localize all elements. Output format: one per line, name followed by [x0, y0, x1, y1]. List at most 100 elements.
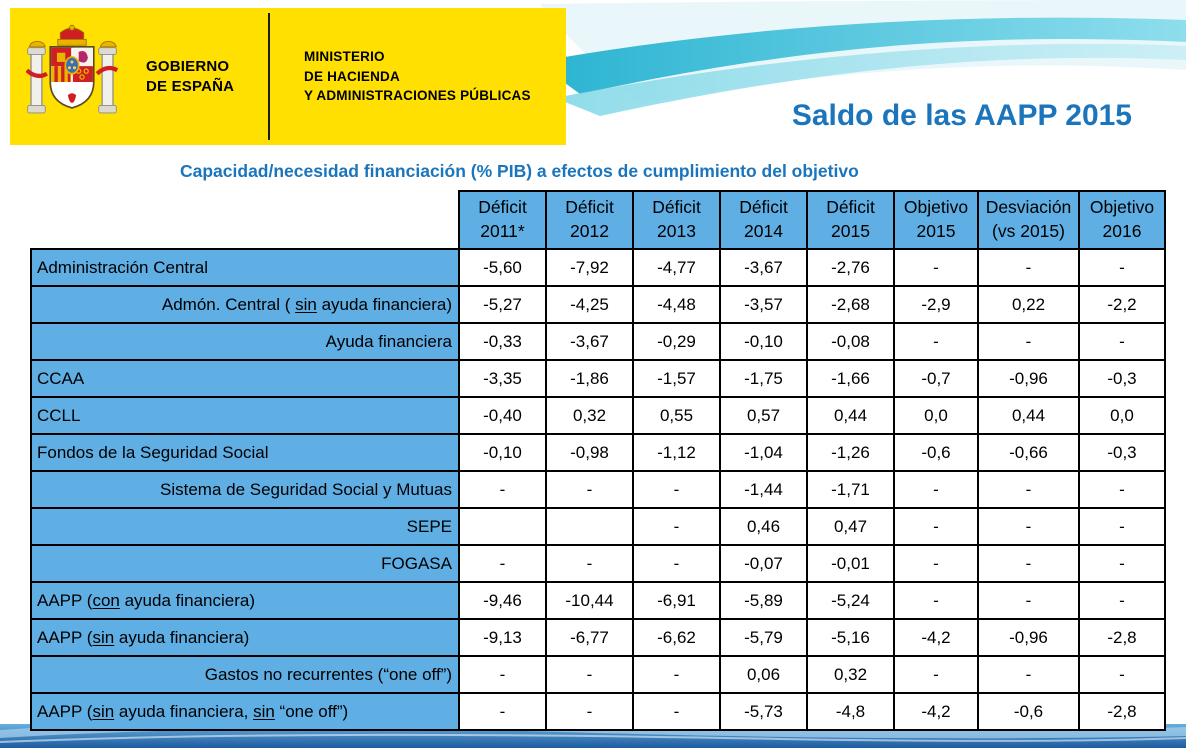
value-cell: 0,46	[719, 507, 808, 546]
value-cell: -	[632, 655, 721, 694]
value-cell: -2,2	[1078, 285, 1166, 324]
value-cell: -	[977, 507, 1080, 546]
value-cell: -6,91	[632, 581, 721, 620]
value-cell: -	[632, 692, 721, 731]
value-cell: 0,44	[977, 396, 1080, 435]
table-row: AAPP (sin ayuda financiera) -9,13 -6,77 -6,…	[30, 618, 1166, 657]
row-label: CCAA	[30, 359, 460, 398]
value-cell: -	[893, 248, 979, 287]
government-name: GOBIERNO DE ESPAÑA	[146, 57, 258, 96]
table-row: Administración Central -5,60 -7,92 -4,77 -3,…	[30, 248, 1166, 287]
table-subtitle: Capacidad/necesidad financiación (% PIB)…	[180, 161, 859, 181]
government-name-line1: GOBIERNO	[146, 58, 230, 75]
value-cell: -	[545, 470, 634, 509]
value-cell: -5,27	[458, 285, 547, 324]
value-cell: -	[977, 581, 1080, 620]
value-cell: -	[1078, 470, 1166, 509]
row-label: SEPE	[30, 507, 460, 546]
row-label: Fondos de la Seguridad Social	[30, 433, 460, 472]
value-cell: -	[632, 507, 721, 546]
value-cell: -	[632, 470, 721, 509]
value-cell: -5,16	[806, 618, 895, 657]
table-body: Administración Central -5,60 -7,92 -4,77 -3,…	[30, 248, 1166, 731]
value-cell: -4,25	[545, 285, 634, 324]
row-label: Ayuda financiera	[30, 322, 460, 361]
value-cell: -1,75	[719, 359, 808, 398]
value-cell: -	[458, 544, 547, 583]
value-cell: -1,04	[719, 433, 808, 472]
table-header-row: Déficit 2011* Déficit 2012 Déficit 2013 Défici…	[31, 190, 1166, 250]
value-cell: -0,40	[458, 396, 547, 435]
value-cell: -1,66	[806, 359, 895, 398]
table-row: Gastos no recurrentes (“one off”) - - -0,06…	[30, 655, 1166, 694]
value-cell: -	[1078, 322, 1166, 361]
value-cell: -	[1078, 248, 1166, 287]
value-cell: -5,24	[806, 581, 895, 620]
value-cell: -	[977, 322, 1080, 361]
value-cell: -0,96	[977, 359, 1080, 398]
banner-divider	[268, 13, 270, 140]
value-cell: 0,44	[806, 396, 895, 435]
value-cell: -1,44	[719, 470, 808, 509]
row-label: Admón. Central ( sin ayuda financiera)	[30, 285, 460, 324]
column-header: Déficit 2011*	[458, 190, 547, 250]
row-label: AAPP (sin ayuda financiera, sin “one off…	[30, 692, 460, 731]
value-cell: -	[893, 507, 979, 546]
row-label: Sistema de Seguridad Social y Mutuas	[30, 470, 460, 509]
value-cell: -4,2	[893, 692, 979, 731]
value-cell: -1,71	[806, 470, 895, 509]
value-cell	[458, 507, 547, 546]
value-cell: -9,13	[458, 618, 547, 657]
value-cell: -4,8	[806, 692, 895, 731]
value-cell: -	[545, 544, 634, 583]
value-cell: 0,32	[545, 396, 634, 435]
value-cell: -0,10	[458, 433, 547, 472]
value-cell	[545, 507, 634, 546]
table-row: AAPP (sin ayuda financiera, sin “one off…	[30, 692, 1166, 731]
table-row: Ayuda financiera -0,33 -3,67 -0,29 -0,10 -0,0…	[30, 322, 1166, 361]
value-cell: -0,6	[977, 692, 1080, 731]
value-cell: -5,79	[719, 618, 808, 657]
column-header: Déficit 2013	[632, 190, 721, 250]
value-cell: -0,29	[632, 322, 721, 361]
value-cell: -0,6	[893, 433, 979, 472]
top-wave-decoration	[535, 0, 1186, 116]
value-cell: -9,46	[458, 581, 547, 620]
column-header: Déficit 2014	[719, 190, 808, 250]
table-row: CCLL -0,40 0,32 0,55 0,57 0,44 0,0 0,44 0,0	[30, 396, 1166, 435]
value-cell: -2,9	[893, 285, 979, 324]
ministry-name-line2: DE HACIENDA	[304, 68, 400, 84]
value-cell: -4,2	[893, 618, 979, 657]
column-header: Déficit 2012	[545, 190, 634, 250]
ministry-name-line1: MINISTERIO	[304, 49, 385, 65]
ministry-name-line3: Y ADMINISTRACIONES PÚBLICAS	[304, 88, 531, 104]
value-cell: -	[1078, 655, 1166, 694]
table-row: Fondos de la Seguridad Social -0,10 -0,98 -…	[30, 433, 1166, 472]
value-cell: -	[545, 692, 634, 731]
value-cell: -	[458, 655, 547, 694]
table-row: Sistema de Seguridad Social y Mutuas - - - -…	[30, 470, 1166, 509]
value-cell: -0,08	[806, 322, 895, 361]
value-cell: -2,76	[806, 248, 895, 287]
value-cell: -	[632, 544, 721, 583]
value-cell: -	[1078, 507, 1166, 546]
row-label: CCLL	[30, 396, 460, 435]
value-cell: -10,44	[545, 581, 634, 620]
table-row: SEPE -0,46 0,47- - -	[30, 507, 1166, 546]
value-cell: 0,0	[893, 396, 979, 435]
value-cell: -0,07	[719, 544, 808, 583]
value-cell: -4,48	[632, 285, 721, 324]
column-header: Objetivo 2016	[1078, 190, 1166, 250]
value-cell: -	[1078, 581, 1166, 620]
table-row: AAPP (con ayuda financiera) -9,46 -10,44 -6…	[30, 581, 1166, 620]
value-cell: -1,26	[806, 433, 895, 472]
row-label: AAPP (con ayuda financiera)	[30, 581, 460, 620]
table-row: Admón. Central ( sin ayuda financiera) -5…	[30, 285, 1166, 324]
row-label: AAPP (sin ayuda financiera)	[30, 618, 460, 657]
value-cell: -0,98	[545, 433, 634, 472]
government-name-line2: DE ESPAÑA	[146, 77, 235, 95]
value-cell: -	[458, 470, 547, 509]
spain-coat-of-arms-icon	[26, 24, 118, 113]
column-header: Objetivo 2015	[893, 190, 979, 250]
value-cell: -	[977, 470, 1080, 509]
